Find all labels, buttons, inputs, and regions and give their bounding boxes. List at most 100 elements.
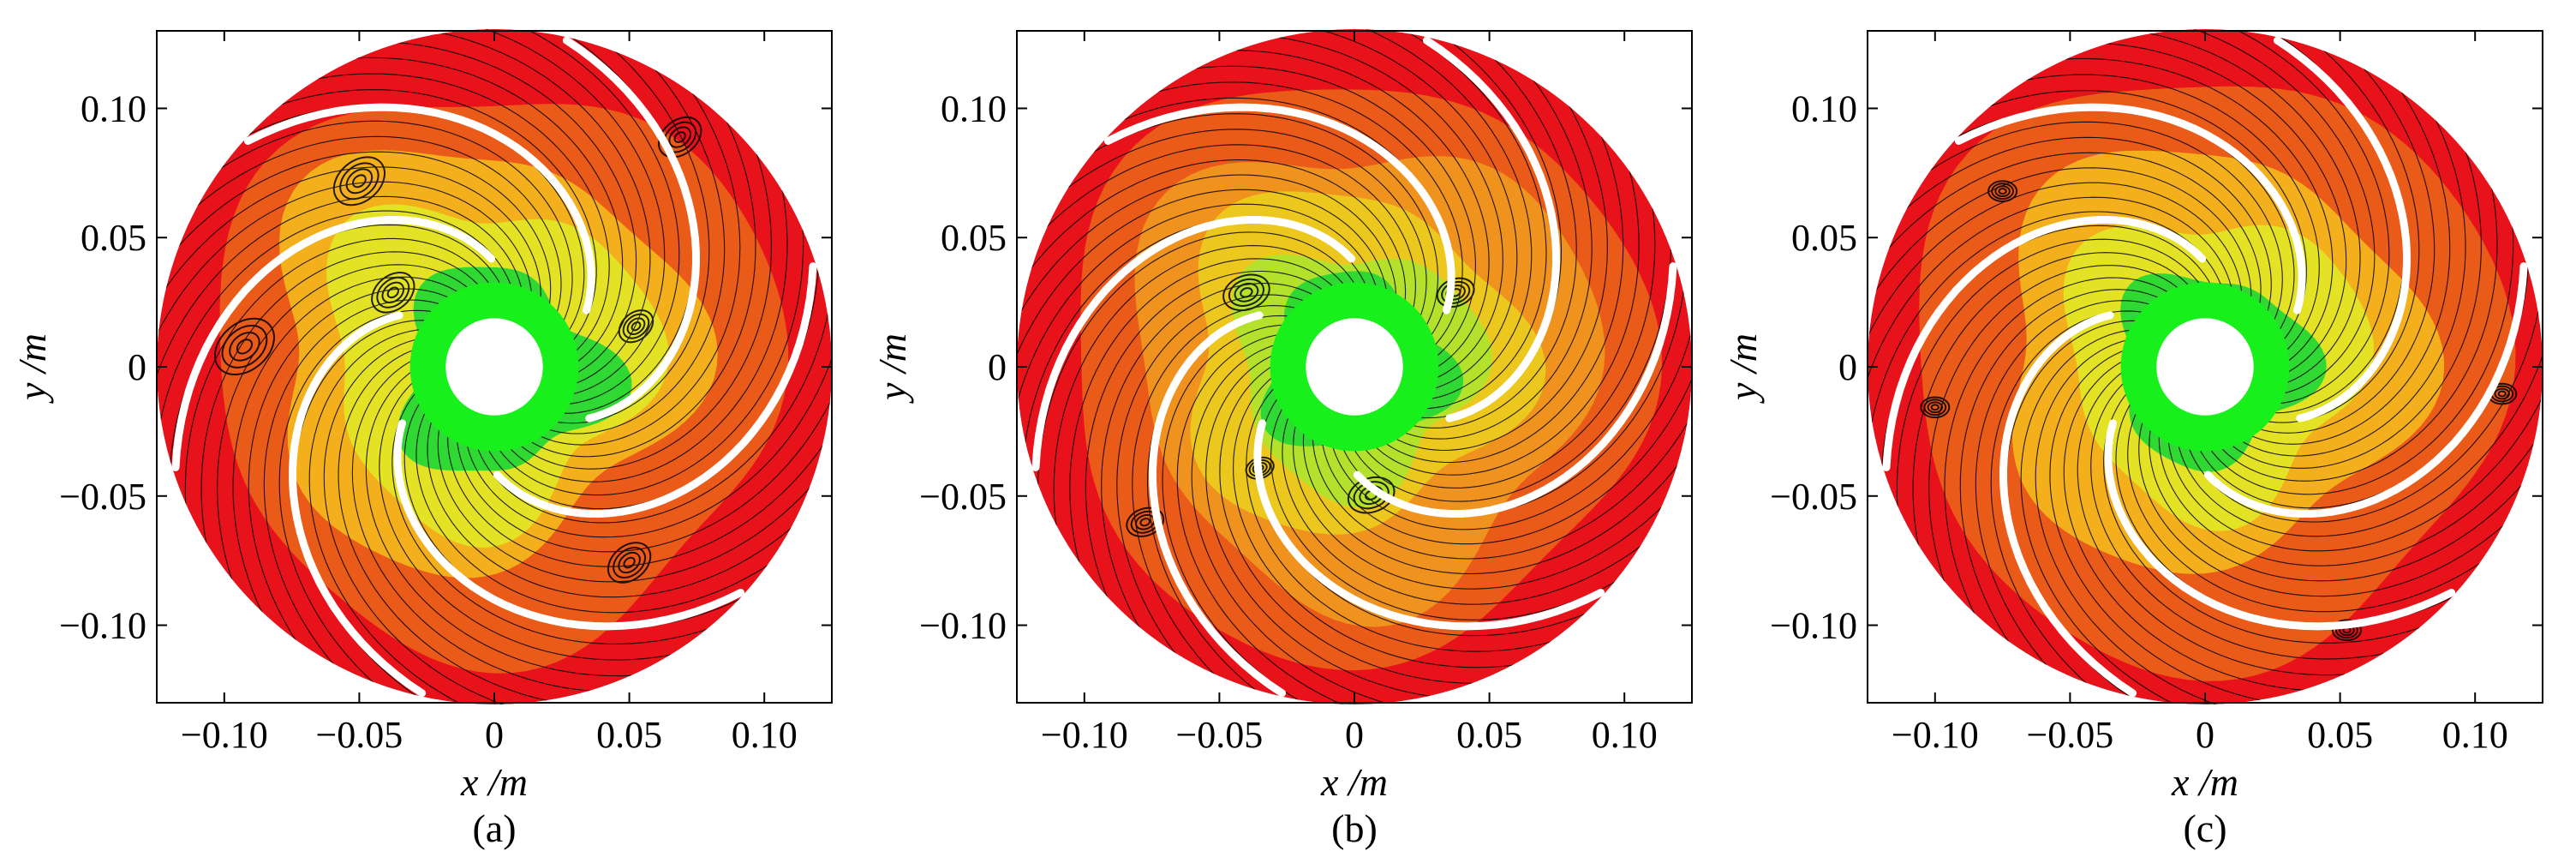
streamline (1101, 282, 1348, 644)
x-tick-label: 0 (2196, 714, 2214, 756)
local-vortex (213, 317, 275, 375)
streamline (1054, 129, 1427, 355)
streamline (263, 299, 480, 678)
y-tick-label: 0.10 (941, 87, 1007, 129)
streamline (1915, 121, 2283, 357)
impeller-blade (493, 262, 817, 518)
panel-b: −0.10 −0.05 0 0.05 0.10 0.10 0.05 0 −0.05 −0.10 x … (870, 29, 1693, 850)
y-axis-label-b: y /m (870, 333, 914, 404)
streamline (184, 237, 505, 523)
streamline (391, 366, 724, 644)
streamline (2077, 356, 2363, 676)
streamline (2175, 338, 2543, 537)
hub-a (445, 318, 543, 416)
streamline (514, 39, 710, 424)
streamline (1356, 119, 1624, 464)
streamline (1017, 174, 1397, 340)
streamline (2183, 294, 2543, 523)
x-tick-label: −0.10 (1892, 714, 1979, 756)
x-tick-label: 0.10 (732, 714, 798, 756)
streamline (437, 387, 822, 583)
streamline (2158, 391, 2543, 566)
streamline (468, 29, 666, 397)
streamline (1116, 294, 1342, 668)
streamline (2035, 337, 2234, 704)
hub-c (2156, 318, 2254, 416)
streamline (1868, 182, 2243, 351)
streamline (365, 356, 650, 677)
y-tick-label: −0.10 (919, 605, 1007, 647)
streamline (2090, 361, 2401, 660)
streamline (1381, 29, 1547, 410)
x-tick-label: −0.05 (315, 714, 403, 756)
blades-a (171, 36, 817, 698)
impeller-blade (1954, 103, 2306, 315)
streamline (351, 350, 608, 692)
impeller-blade (1999, 311, 2137, 698)
local-vortex (1920, 396, 1951, 419)
y-tick-label: 0.05 (81, 217, 146, 259)
streamline (1293, 384, 1675, 590)
streamline (1085, 270, 1353, 614)
impeller-blade (243, 103, 595, 315)
streamline (157, 195, 524, 393)
streamline (338, 57, 624, 378)
streamline (323, 337, 521, 704)
streamline (1351, 153, 1640, 476)
streamline (1912, 252, 2211, 563)
y-tick-label: 0.10 (81, 87, 146, 129)
impeller-blade (562, 36, 701, 423)
streamline (2138, 381, 2517, 597)
streamline (157, 166, 541, 343)
streamline (338, 344, 565, 704)
streamline (1944, 277, 2200, 630)
streamline (1973, 90, 2307, 368)
streamline (2149, 387, 2534, 582)
impeller-blade (1103, 103, 1455, 315)
streamline (1037, 231, 1368, 503)
streamline (232, 276, 490, 628)
streamline (308, 328, 475, 704)
streamline (471, 296, 832, 524)
streamline (217, 264, 495, 596)
local-vortex (607, 542, 652, 584)
streamline (300, 73, 610, 373)
streamline (183, 135, 562, 352)
streamline (1868, 211, 2227, 440)
streamline (2167, 383, 2543, 552)
streamline (2089, 42, 2347, 383)
streamline (1020, 159, 1407, 345)
caption-a: (a) (472, 806, 516, 850)
streamline (1205, 347, 1449, 699)
impeller-blade (1148, 311, 1287, 698)
y-tick-label: 0 (988, 346, 1007, 388)
caption-b: (b) (1331, 806, 1378, 850)
hub-b (1306, 318, 1403, 416)
y-tick-label: 0.10 (1791, 87, 1857, 129)
streamline (483, 211, 804, 496)
streamline (447, 391, 832, 567)
streamline (2199, 171, 2498, 482)
local-vortex (618, 309, 654, 344)
streamline (1320, 362, 1692, 545)
streamline (265, 89, 597, 368)
streamline (1178, 65, 1476, 375)
y-axis-label-a: y /m (10, 333, 54, 404)
blades-c (1882, 36, 2528, 698)
impeller-blade (1031, 216, 1356, 471)
streamline (456, 386, 832, 553)
impeller-blade (288, 311, 427, 698)
streamline (2204, 135, 2482, 469)
streamline (1928, 265, 2206, 599)
streamline (1191, 340, 1404, 704)
impeller-blade (1882, 216, 2207, 471)
impeller-blade (171, 216, 496, 471)
panel-c: −0.10 −0.05 0 0.05 0.10 0.10 0.05 0 −0.05 −0.10 x … (1721, 29, 2543, 850)
y-tick-label: −0.05 (59, 476, 146, 518)
streamline (1017, 189, 1389, 372)
impeller-blade (1422, 36, 1561, 423)
streamline (2127, 377, 2495, 613)
streamline (1176, 333, 1360, 704)
y-tick-label: 0.05 (941, 217, 1007, 259)
